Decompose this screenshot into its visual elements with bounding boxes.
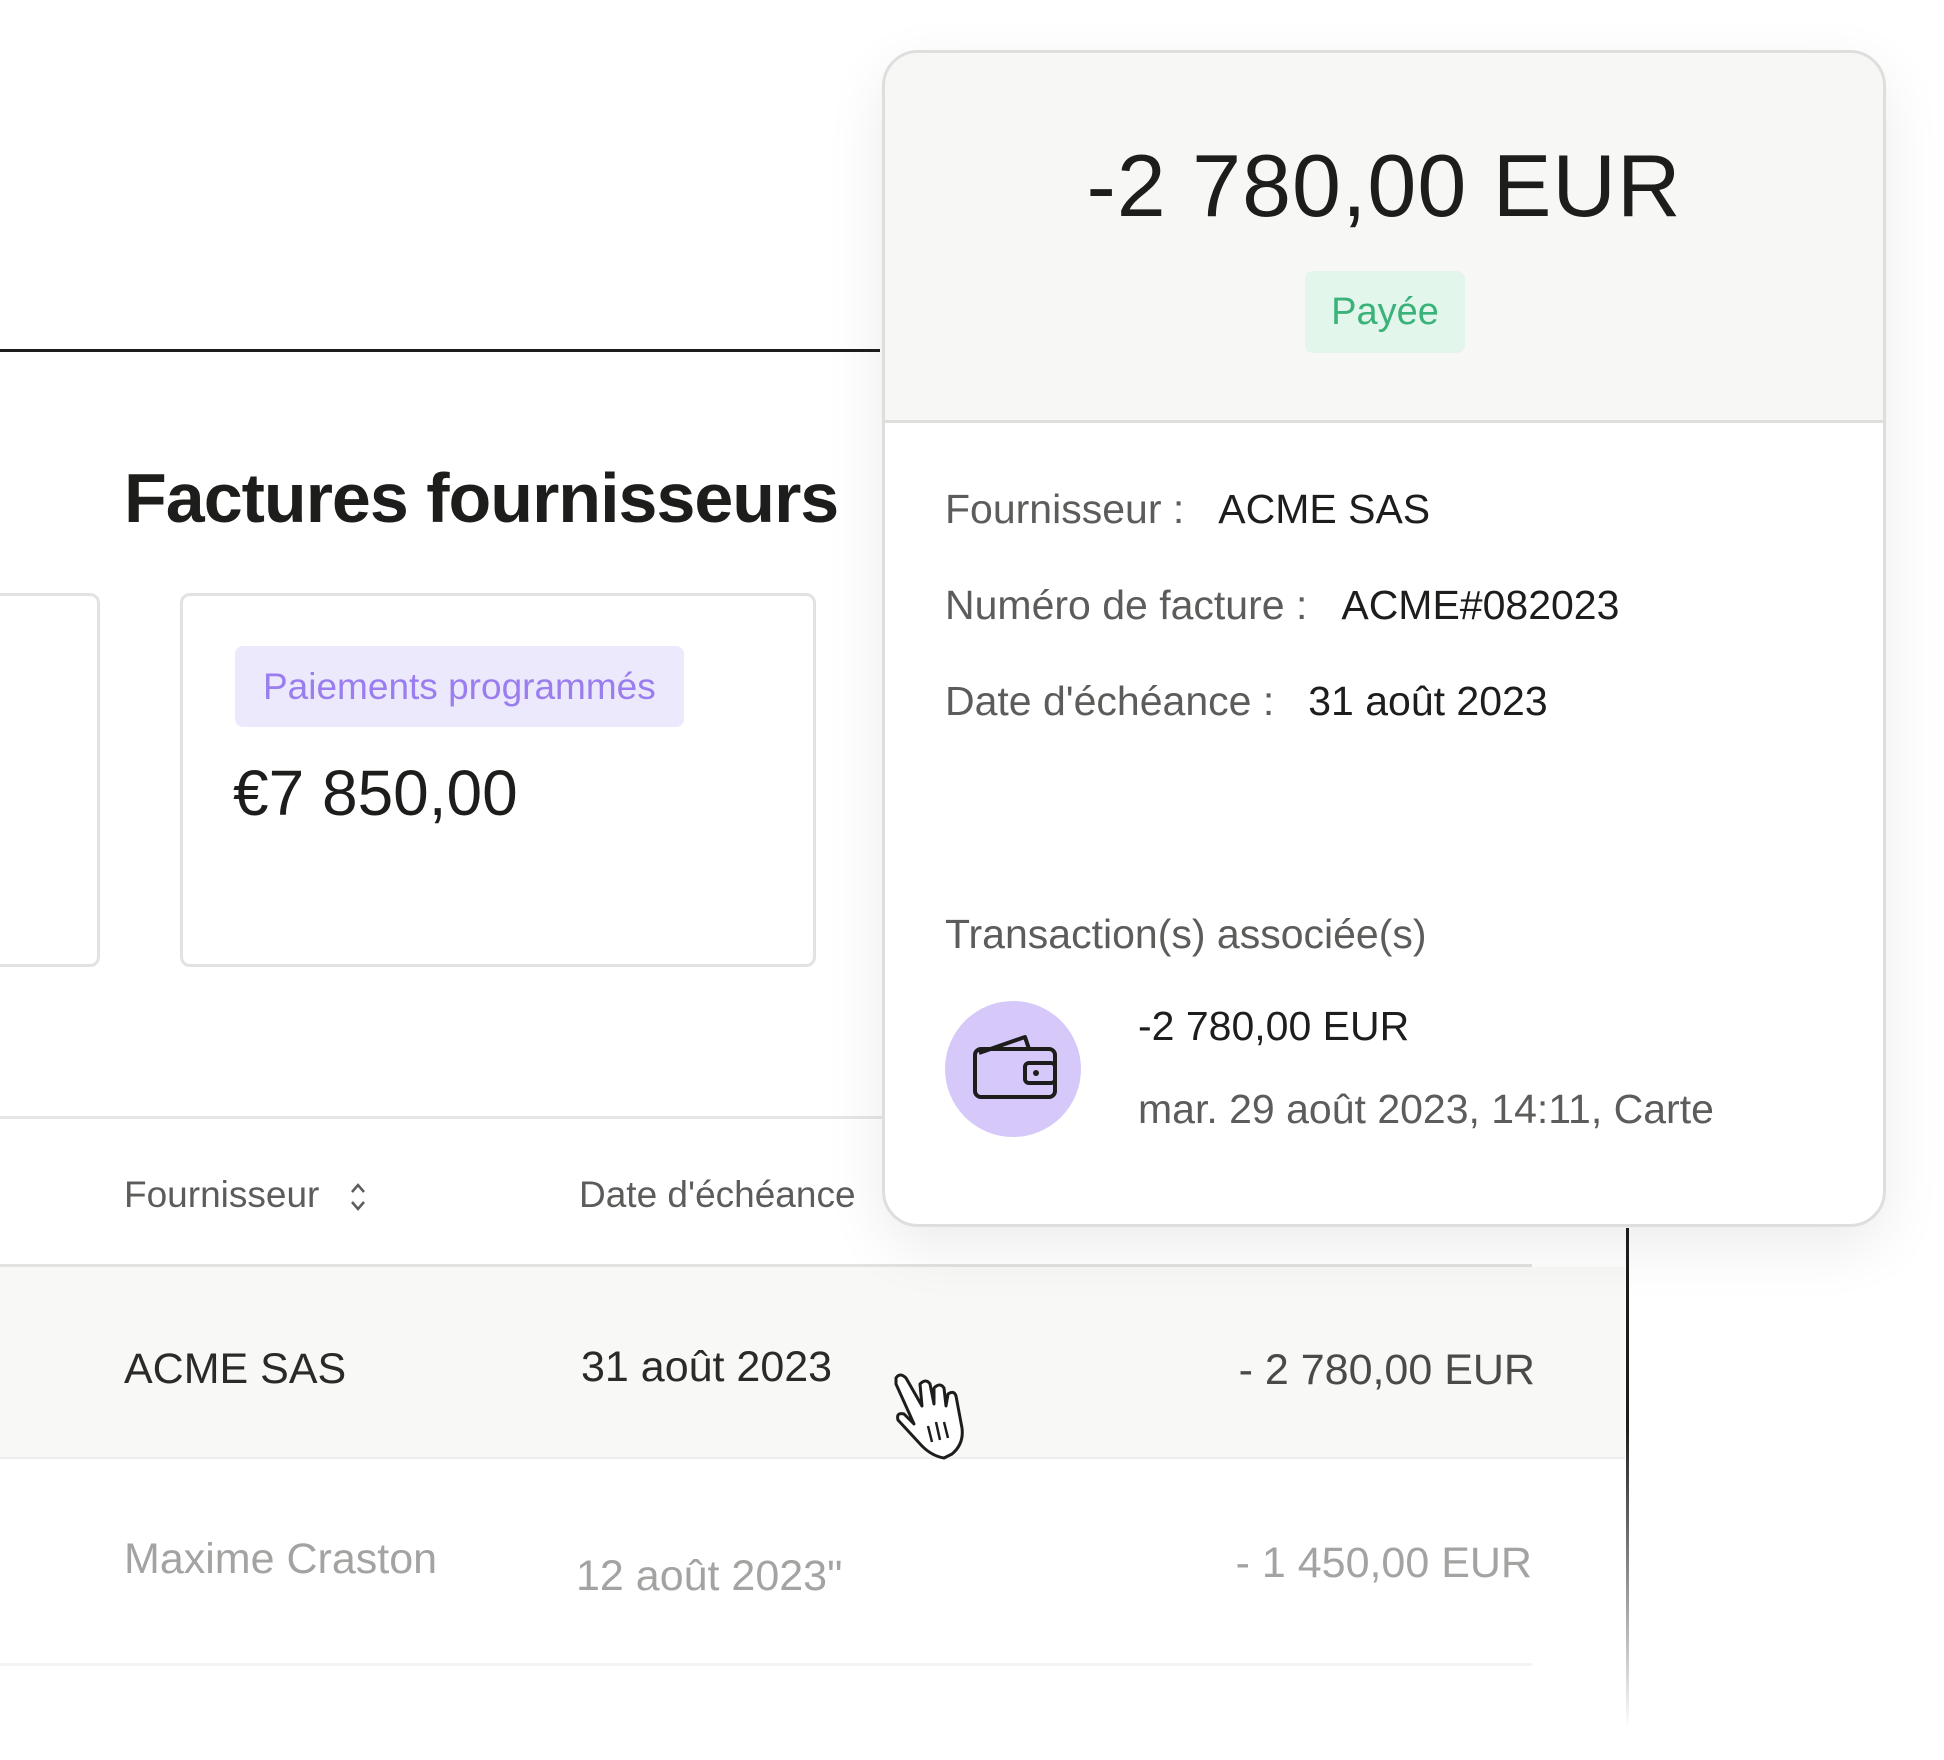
summary-card-partial[interactable]: [0, 593, 100, 967]
column-header-label: Fournisseur: [124, 1174, 320, 1215]
table-row[interactable]: Maxime Craston 12 août 2023" - 1 450,00 …: [0, 1459, 1532, 1666]
detail-value: ACME SAS: [1218, 486, 1431, 532]
transaction-amount[interactable]: -2 780,00 EUR: [1138, 1003, 1410, 1049]
scheduled-payments-badge: Paiements programmés: [235, 646, 684, 727]
header-divider: [0, 349, 880, 352]
column-header-supplier[interactable]: Fournisseur: [124, 1174, 368, 1216]
invoice-detail-popover: -2 780,00 EUR Payée Fournisseur : ACME SA…: [882, 50, 1886, 1227]
scheduled-payments-card[interactable]: Paiements programmés €7 850,00: [180, 593, 816, 967]
detail-label: Numéro de facture :: [945, 582, 1308, 628]
table-row[interactable]: ACME SAS 31 août 2023 - 2 780,00 EUR: [0, 1267, 1625, 1459]
detail-label: Fournisseur :: [945, 486, 1185, 532]
row-due-date: 12 août 2023": [576, 1552, 843, 1600]
scheduled-payments-amount: €7 850,00: [233, 757, 518, 829]
invoice-amount: -2 780,00 EUR: [1086, 136, 1682, 235]
row-due-date: 31 août 2023: [581, 1343, 833, 1391]
detail-invoice-number: Numéro de facture : ACME#082023: [945, 582, 1619, 629]
panel-edge-line: [1626, 1228, 1629, 1728]
status-badge: Payée: [1305, 271, 1465, 353]
popover-header: -2 780,00 EUR Payée: [885, 53, 1883, 423]
detail-due-date: Date d'échéance : 31 août 2023: [945, 678, 1548, 725]
sort-icon[interactable]: [348, 1179, 368, 1215]
detail-value: 31 août 2023: [1308, 678, 1548, 724]
row-amount: - 1 450,00 EUR: [1235, 1539, 1532, 1587]
hand-pointer-cursor-icon: [894, 1373, 964, 1460]
transactions-heading: Transaction(s) associée(s): [945, 911, 1427, 957]
row-supplier: Maxime Craston: [124, 1535, 438, 1583]
row-amount: - 2 780,00 EUR: [1238, 1346, 1535, 1394]
transaction-meta: mar. 29 août 2023, 14:11, Carte: [1138, 1086, 1714, 1132]
column-header-due-date[interactable]: Date d'échéance: [579, 1174, 856, 1215]
page-title: Factures fournisseurs: [124, 459, 839, 537]
detail-label: Date d'échéance :: [945, 678, 1275, 724]
row-supplier: ACME SAS: [124, 1345, 347, 1393]
table-header-divider: [0, 1264, 1532, 1267]
detail-value: ACME#082023: [1341, 582, 1620, 628]
wallet-icon: [973, 1035, 1057, 1099]
detail-supplier: Fournisseur : ACME SAS: [945, 486, 1430, 533]
transaction-avatar[interactable]: [945, 1001, 1081, 1137]
table-top-border: [0, 1116, 1532, 1119]
